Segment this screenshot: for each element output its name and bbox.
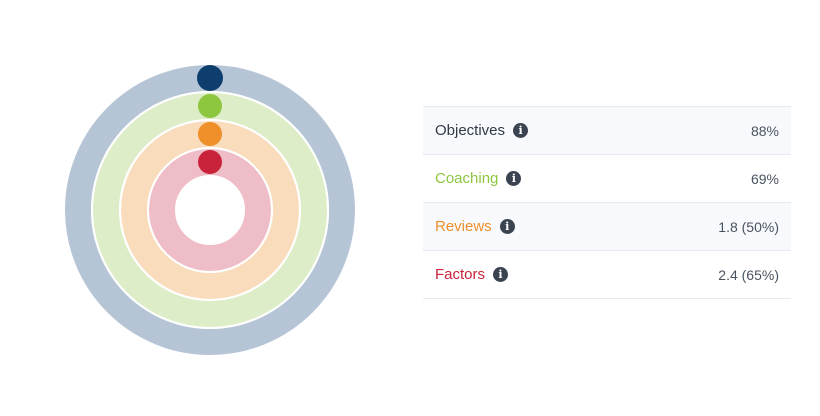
metric-label-factors: Factors: [435, 266, 486, 283]
metric-row-factors: Factors i 2.4 (65%): [423, 251, 791, 299]
info-icon[interactable]: i: [513, 123, 529, 138]
coaching-ring-marker: [198, 94, 222, 118]
metric-label-group: Objectives i: [435, 122, 529, 139]
metric-label-group: Reviews i: [435, 218, 515, 235]
ring-separator: [147, 147, 273, 273]
reviews-ring-marker: [198, 122, 222, 146]
metric-value-factors: 2.4 (65%): [718, 266, 779, 283]
metric-row-objectives: Objectives i 88%: [423, 107, 791, 155]
metric-row-reviews: Reviews i 1.8 (50%): [423, 203, 791, 251]
info-icon[interactable]: i: [506, 171, 522, 186]
ring-separator: [119, 119, 301, 301]
metric-label-objectives: Objectives: [435, 122, 506, 139]
metric-value-objectives: 88%: [750, 122, 779, 139]
metric-label-group: Factors i: [435, 266, 509, 283]
info-icon[interactable]: i: [499, 219, 515, 234]
ring-separator: [91, 91, 329, 329]
metric-value-coaching: 69%: [750, 170, 779, 187]
metric-label-coaching: Coaching: [435, 170, 499, 187]
objectives-ring-marker: [197, 65, 223, 91]
metrics-table: Objectives i 88% Coaching i 69% Reviews …: [423, 106, 791, 299]
metric-label-reviews: Reviews: [435, 218, 492, 235]
factors-ring-track: [149, 149, 271, 271]
metric-value-reviews: 1.8 (50%): [718, 218, 779, 235]
metric-label-group: Coaching i: [435, 170, 522, 187]
factors-ring-marker: [198, 150, 222, 174]
ring-chart: [65, 65, 355, 355]
info-icon[interactable]: i: [493, 267, 509, 282]
metric-row-coaching: Coaching i 69%: [423, 155, 791, 203]
